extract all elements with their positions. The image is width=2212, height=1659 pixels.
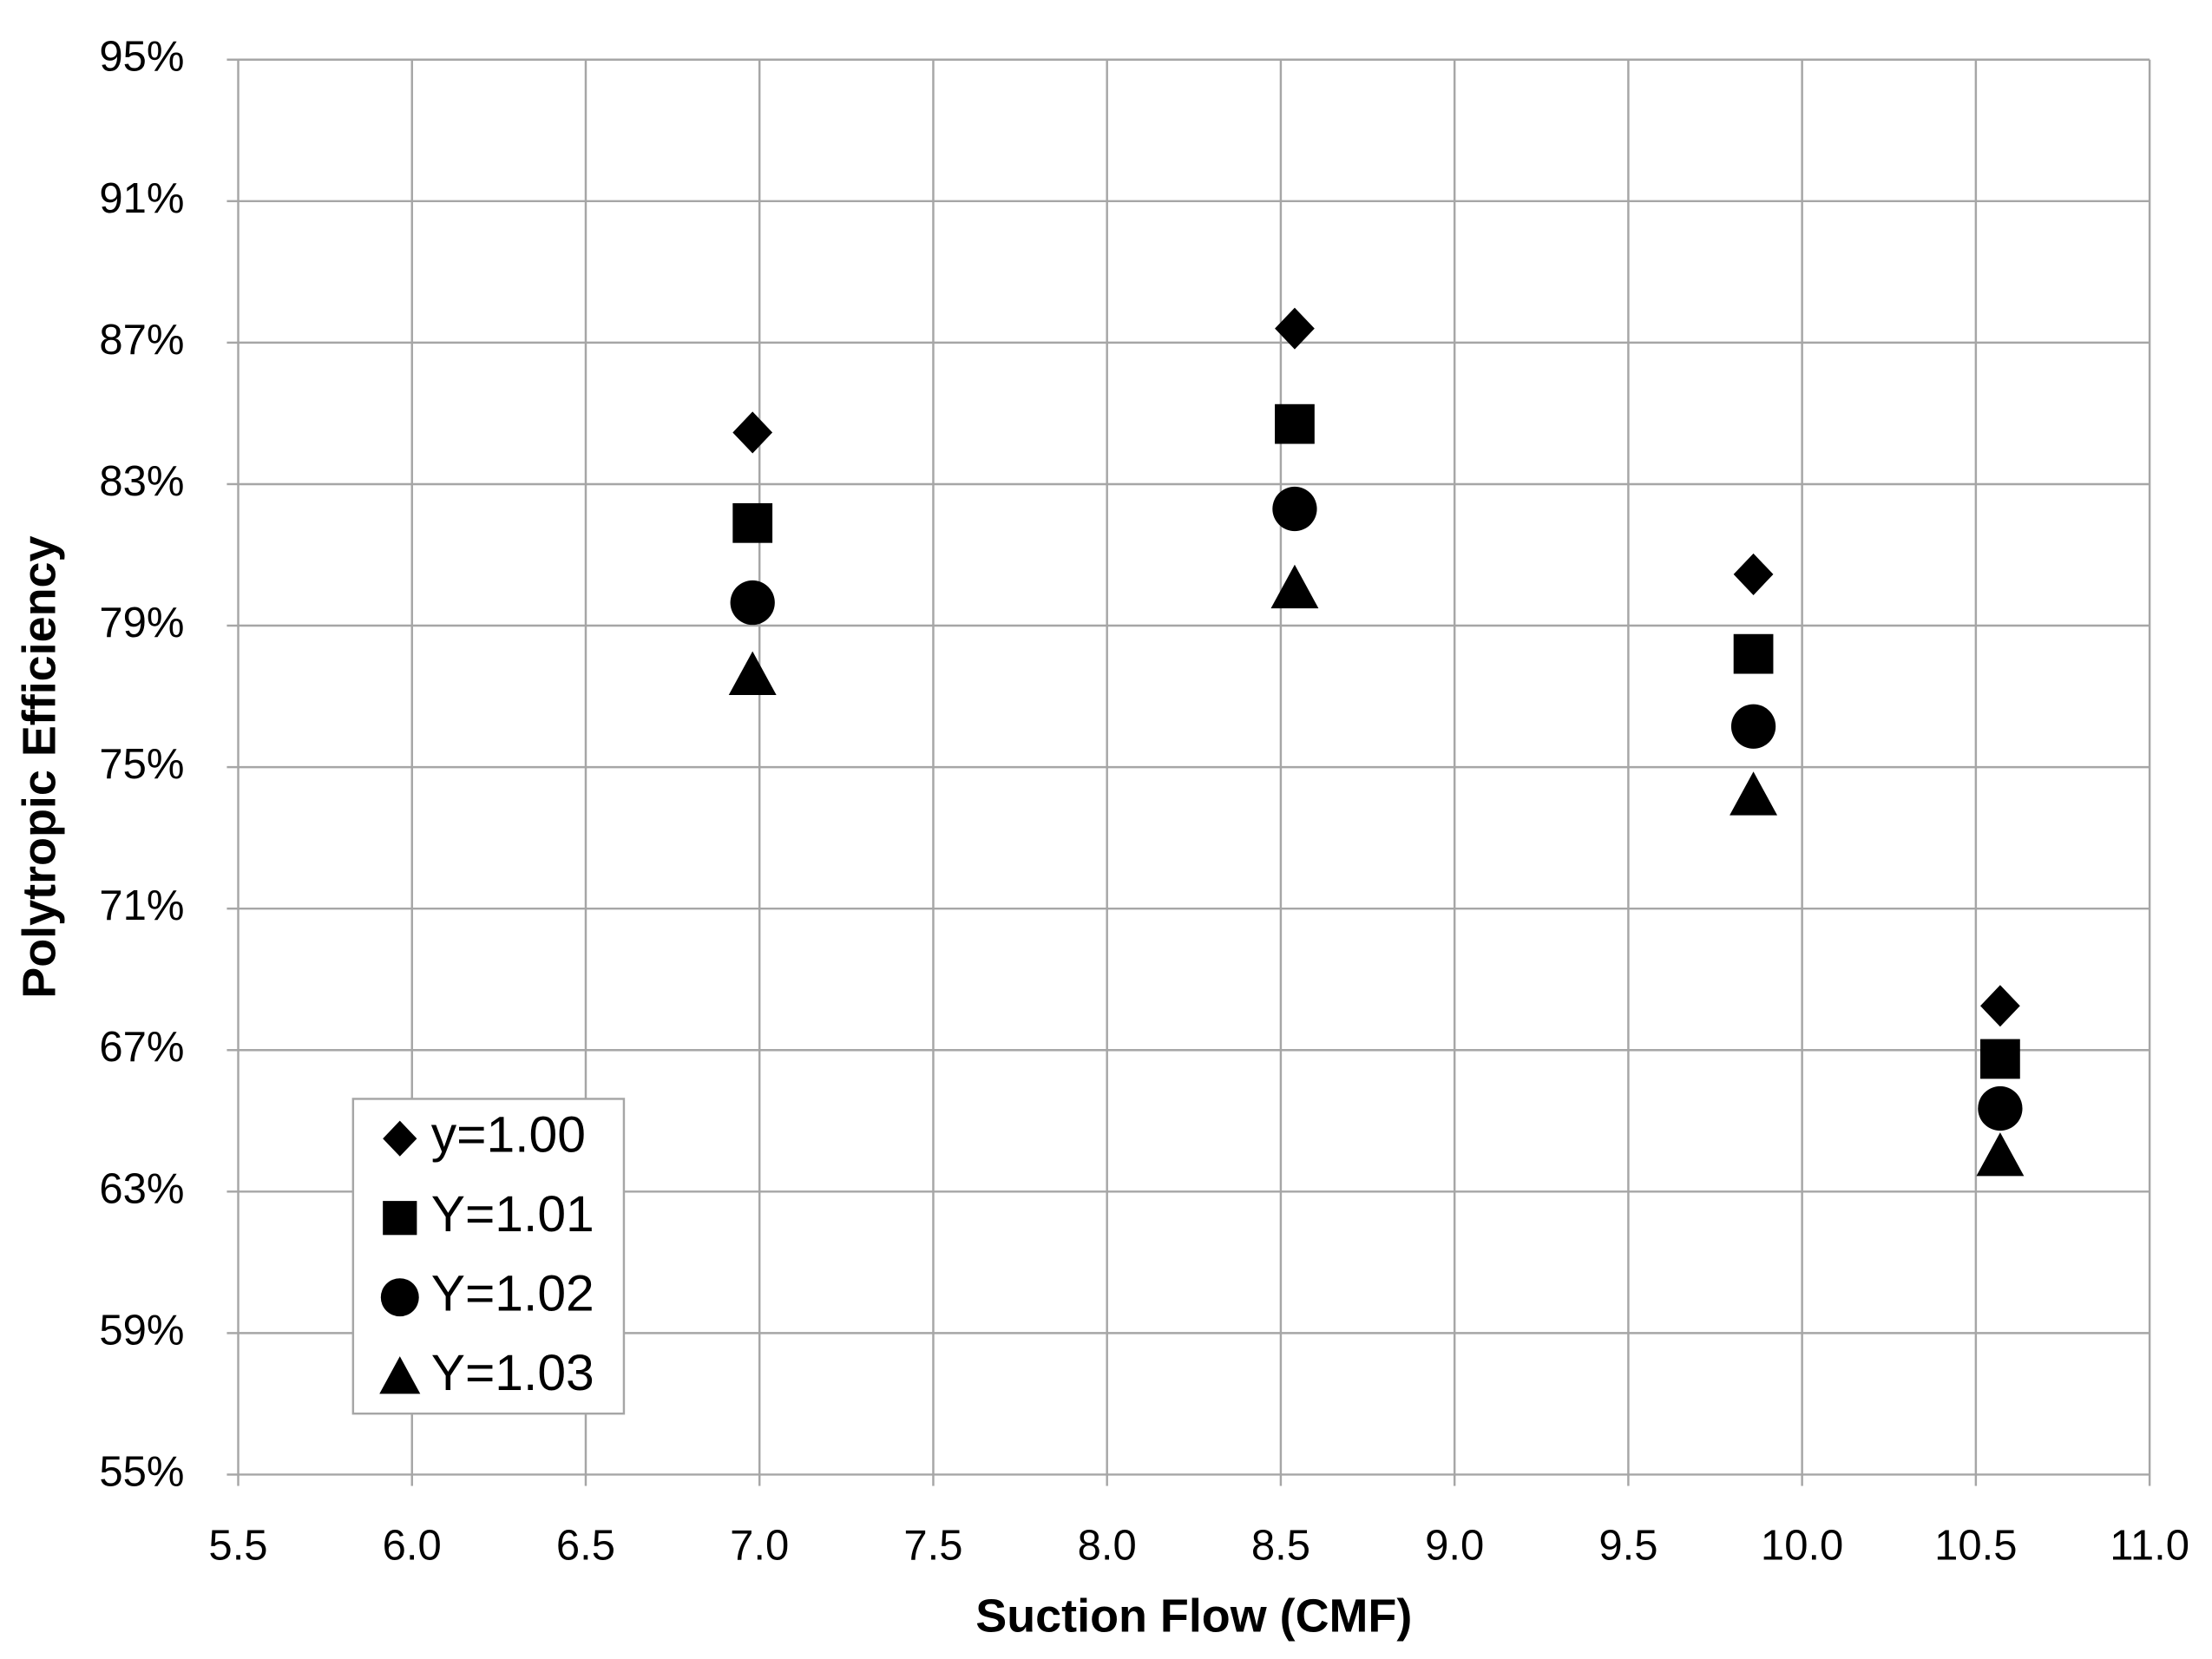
x-tick-label: 8.5 — [1251, 1522, 1310, 1569]
x-tick-label: 6.5 — [556, 1522, 615, 1569]
y-tick-label: 63% — [99, 1165, 184, 1212]
legend-marker — [383, 1201, 417, 1236]
data-point — [732, 502, 773, 543]
data-point — [730, 580, 775, 626]
data-point — [1733, 633, 1774, 674]
legend-label: y=1.00 — [431, 1107, 586, 1164]
x-tick-label: 9.0 — [1425, 1522, 1484, 1569]
legend-label: Y=1.03 — [431, 1345, 594, 1401]
x-tick-label: 5.5 — [208, 1522, 267, 1569]
x-tick-label: 7.0 — [730, 1522, 789, 1569]
data-point — [1270, 564, 1319, 609]
x-tick-label: 7.5 — [903, 1522, 962, 1569]
y-tick-label: 79% — [99, 600, 184, 646]
legend: y=1.00 Y=1.01 Y=1.02 Y=1.03 — [351, 1098, 626, 1415]
x-tick-label: 10.5 — [1934, 1522, 2017, 1569]
y-tick-label: 59% — [99, 1307, 184, 1354]
y-tick-label: 55% — [99, 1448, 184, 1495]
y-tick-label: 95% — [99, 34, 184, 81]
data-point — [1980, 1039, 2020, 1079]
y-tick-label: 87% — [99, 317, 184, 364]
data-point — [1275, 403, 1315, 444]
data-point — [1275, 307, 1315, 350]
y-tick-label: 91% — [99, 175, 184, 222]
data-point — [1980, 985, 2020, 1027]
x-axis-title: Suction Flow (CMF) — [975, 1590, 1412, 1642]
legend-label: Y=1.01 — [431, 1186, 594, 1243]
data-point — [728, 651, 777, 695]
legend-label: Y=1.02 — [431, 1266, 594, 1322]
data-point — [1978, 1085, 2023, 1131]
y-tick-label: 71% — [99, 882, 184, 929]
data-point — [732, 411, 773, 454]
data-point — [1730, 704, 1776, 749]
y-tick-label: 67% — [99, 1024, 184, 1071]
legend-marker — [379, 1356, 421, 1394]
data-point — [1272, 486, 1317, 532]
data-point — [1730, 771, 1778, 816]
x-tick-label: 8.0 — [1078, 1522, 1137, 1569]
y-tick-label: 75% — [99, 741, 184, 788]
x-tick-label: 9.5 — [1598, 1522, 1657, 1569]
x-tick-label: 11.0 — [2110, 1522, 2189, 1569]
data-point — [1733, 553, 1774, 595]
data-point — [1976, 1132, 2025, 1177]
x-tick-label: 6.0 — [383, 1522, 442, 1569]
legend-marker — [380, 1278, 419, 1317]
y-tick-label: 83% — [99, 458, 184, 505]
x-tick-label: 10.0 — [1761, 1522, 1843, 1569]
y-axis-title: Polytropic Efficiency — [13, 535, 65, 998]
